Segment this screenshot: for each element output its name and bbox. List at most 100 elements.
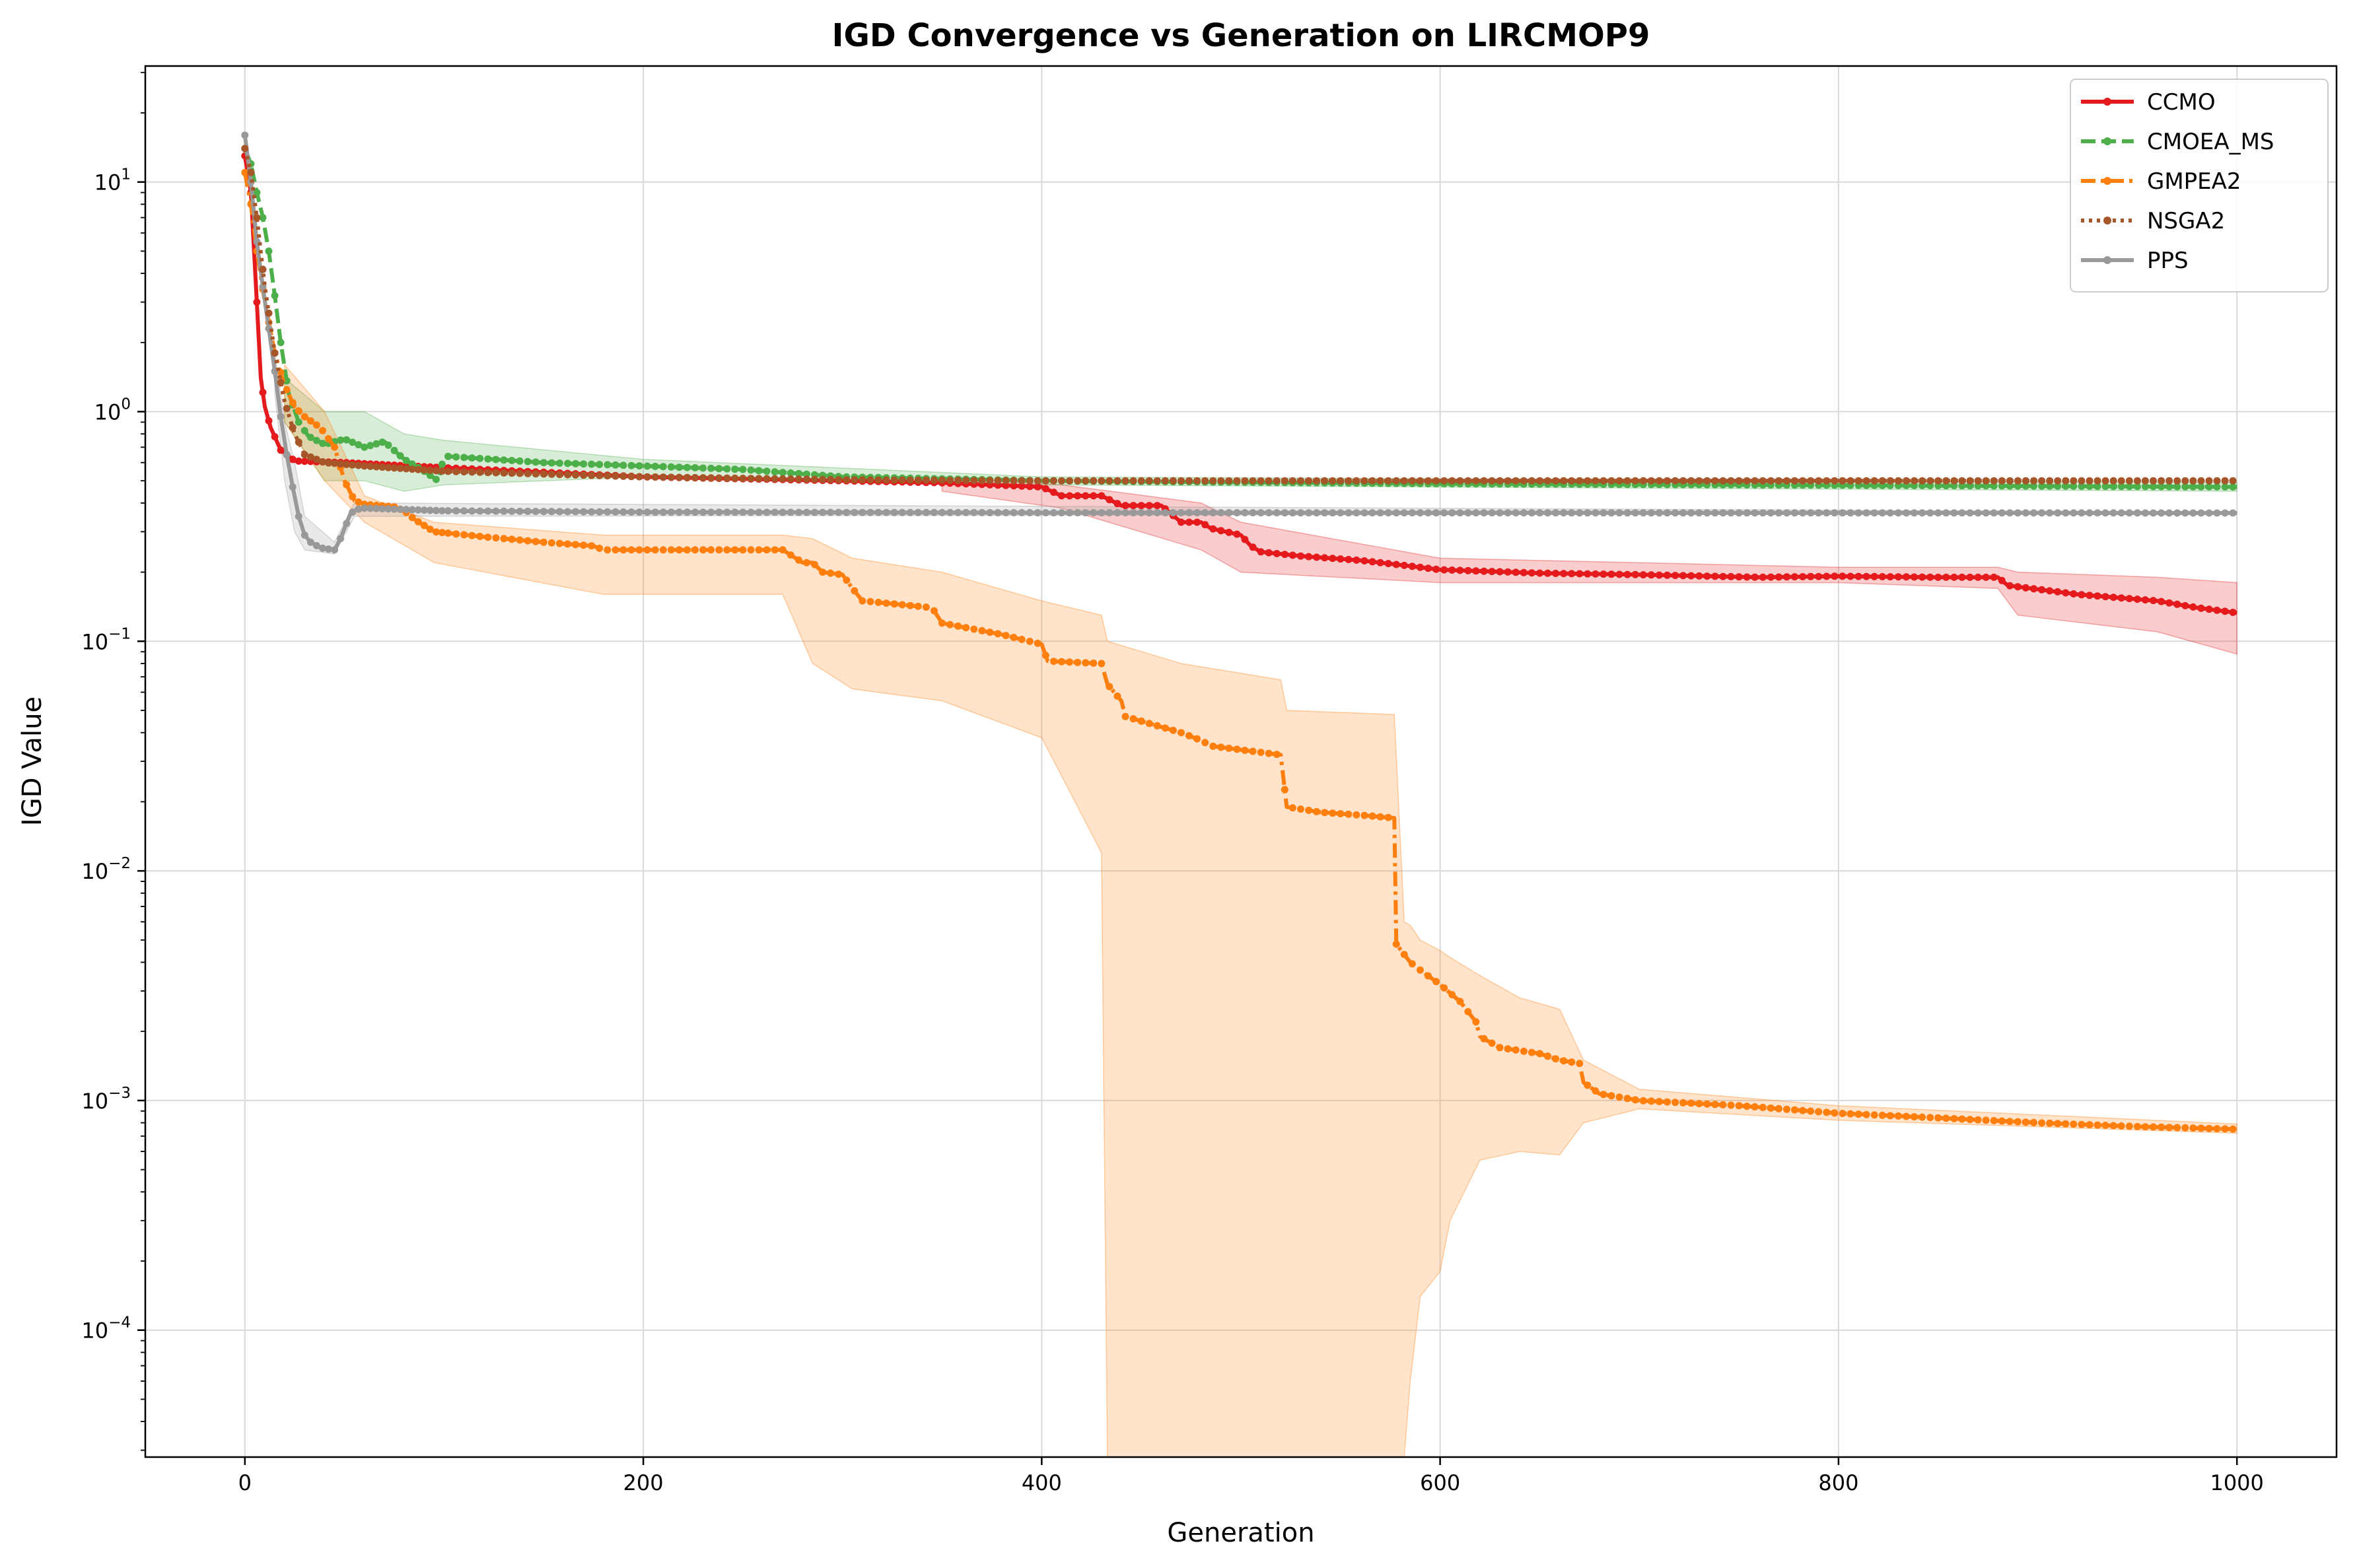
point-ccmo bbox=[1440, 566, 1448, 574]
point-nsga2 bbox=[420, 466, 428, 474]
point-nsga2 bbox=[763, 475, 771, 483]
point-nsga2 bbox=[2030, 477, 2037, 485]
point-pps bbox=[1886, 509, 1894, 517]
point-nsga2 bbox=[1560, 477, 1568, 485]
point-cmoea-ms bbox=[426, 471, 434, 479]
point-cmoea-ms bbox=[476, 454, 484, 462]
point-cmoea-ms bbox=[731, 465, 739, 473]
point-nsga2 bbox=[414, 465, 422, 473]
point-nsga2 bbox=[1233, 477, 1241, 485]
point-ccmo bbox=[1321, 554, 1329, 562]
point-gmpea2 bbox=[2038, 1119, 2046, 1127]
point-cmoea-ms bbox=[2150, 483, 2157, 491]
point-pps bbox=[295, 512, 302, 520]
point-cmoea-ms bbox=[2165, 483, 2173, 491]
point-pps bbox=[1090, 509, 1098, 517]
point-pps bbox=[283, 451, 291, 459]
point-gmpea2 bbox=[723, 546, 731, 554]
point-gmpea2 bbox=[1886, 1112, 1894, 1120]
point-gmpea2 bbox=[787, 551, 794, 559]
point-cmoea-ms bbox=[300, 426, 308, 434]
point-nsga2 bbox=[1106, 477, 1113, 485]
point-pps bbox=[372, 504, 380, 512]
point-ccmo bbox=[1759, 573, 1767, 581]
point-nsga2 bbox=[986, 477, 994, 485]
point-ccmo bbox=[1711, 572, 1719, 580]
point-cmoea-ms bbox=[2062, 482, 2070, 490]
point-gmpea2 bbox=[1544, 1052, 1551, 1060]
point-cmoea-ms bbox=[468, 454, 476, 462]
point-gmpea2 bbox=[2181, 1124, 2189, 1132]
point-gmpea2 bbox=[1480, 1035, 1488, 1042]
x-tick-label: 200 bbox=[623, 1470, 664, 1495]
point-gmpea2 bbox=[596, 545, 604, 552]
point-pps bbox=[1337, 509, 1345, 517]
point-ccmo bbox=[1225, 528, 1233, 536]
series-lines bbox=[241, 131, 2237, 1133]
point-gmpea2 bbox=[1560, 1057, 1568, 1065]
point-gmpea2 bbox=[1831, 1109, 1839, 1117]
point-ccmo bbox=[1743, 573, 1751, 581]
point-ccmo bbox=[1719, 572, 1727, 580]
point-gmpea2 bbox=[1185, 732, 1193, 739]
point-gmpea2 bbox=[1058, 658, 1065, 665]
point-nsga2 bbox=[1751, 477, 1759, 485]
point-gmpea2 bbox=[994, 630, 1002, 638]
point-gmpea2 bbox=[1703, 1100, 1711, 1108]
point-nsga2 bbox=[540, 470, 547, 478]
point-nsga2 bbox=[1161, 477, 1169, 485]
point-gmpea2 bbox=[452, 530, 460, 538]
point-gmpea2 bbox=[2173, 1124, 2181, 1132]
point-gmpea2 bbox=[1536, 1050, 1543, 1058]
point-ccmo bbox=[265, 417, 273, 425]
point-cmoea-ms bbox=[564, 460, 571, 467]
point-ccmo bbox=[1368, 558, 1376, 566]
point-cmoea-ms bbox=[516, 457, 524, 465]
point-cmoea-ms bbox=[2133, 483, 2141, 491]
point-gmpea2 bbox=[986, 629, 994, 636]
point-gmpea2 bbox=[882, 599, 890, 607]
point-nsga2 bbox=[1807, 477, 1815, 485]
point-ccmo bbox=[2109, 594, 2117, 601]
point-nsga2 bbox=[874, 476, 882, 484]
point-gmpea2 bbox=[1839, 1110, 1847, 1117]
point-cmoea-ms bbox=[306, 434, 314, 441]
point-pps bbox=[2117, 509, 2125, 517]
point-gmpea2 bbox=[460, 531, 468, 539]
point-gmpea2 bbox=[1815, 1108, 1823, 1116]
point-gmpea2 bbox=[643, 546, 651, 554]
point-cmoea-ms bbox=[384, 441, 392, 449]
point-gmpea2 bbox=[1305, 806, 1313, 814]
point-ccmo bbox=[1966, 573, 1974, 581]
point-pps bbox=[580, 508, 588, 516]
point-gmpea2 bbox=[1496, 1044, 1504, 1052]
point-nsga2 bbox=[1217, 477, 1225, 485]
point-pps bbox=[691, 508, 699, 516]
y-tick-label: 10−1 bbox=[81, 625, 131, 654]
point-gmpea2 bbox=[2046, 1119, 2054, 1127]
point-pps bbox=[1496, 509, 1504, 517]
point-gmpea2 bbox=[2150, 1123, 2157, 1131]
point-pps bbox=[1400, 509, 1408, 517]
point-gmpea2 bbox=[1225, 744, 1233, 752]
point-nsga2 bbox=[1727, 477, 1735, 485]
point-gmpea2 bbox=[1791, 1106, 1798, 1114]
point-gmpea2 bbox=[1743, 1103, 1751, 1110]
point-cmoea-ms bbox=[444, 452, 452, 460]
point-cmoea-ms bbox=[2014, 482, 2022, 490]
legend-label-nsga2: NSGA2 bbox=[2147, 208, 2225, 234]
point-pps bbox=[1425, 509, 1432, 517]
point-ccmo bbox=[1041, 485, 1049, 493]
point-cmoea-ms bbox=[2125, 483, 2133, 491]
point-nsga2 bbox=[532, 470, 540, 478]
point-gmpea2 bbox=[2062, 1120, 2070, 1128]
point-gmpea2 bbox=[414, 518, 422, 526]
point-gmpea2 bbox=[1464, 1007, 1472, 1015]
point-gmpea2 bbox=[1400, 951, 1408, 959]
point-nsga2 bbox=[1854, 477, 1862, 485]
point-nsga2 bbox=[1425, 477, 1432, 485]
point-ccmo bbox=[2205, 605, 2213, 613]
point-pps bbox=[1050, 509, 1057, 517]
point-gmpea2 bbox=[1281, 786, 1288, 794]
point-gmpea2 bbox=[1631, 1096, 1639, 1104]
